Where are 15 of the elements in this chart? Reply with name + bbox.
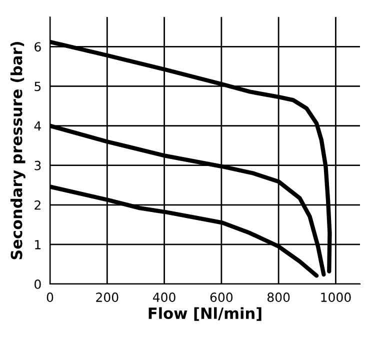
y-axis-title: Secondary pressure (bar) bbox=[10, 42, 26, 260]
y-tick-label: 4 bbox=[34, 121, 41, 131]
y-tick-label: 6 bbox=[34, 42, 41, 52]
y-tick-label: 1 bbox=[35, 240, 41, 250]
x-tick-label: 600 bbox=[210, 292, 233, 302]
x-tick-label: 200 bbox=[96, 292, 118, 302]
x-tick-label: 400 bbox=[152, 292, 176, 302]
x-tick-label: 0 bbox=[46, 292, 54, 302]
x-axis-title: Flow [Nl/min] bbox=[148, 307, 262, 321]
y-tick-label: 5 bbox=[34, 82, 41, 92]
x-tick-label: 1000 bbox=[321, 292, 351, 302]
y-tick-label: 0 bbox=[34, 279, 41, 289]
x-tick-label: 800 bbox=[267, 292, 290, 302]
y-tick-label: 3 bbox=[34, 160, 41, 170]
y-tick-label: 2 bbox=[34, 200, 40, 210]
